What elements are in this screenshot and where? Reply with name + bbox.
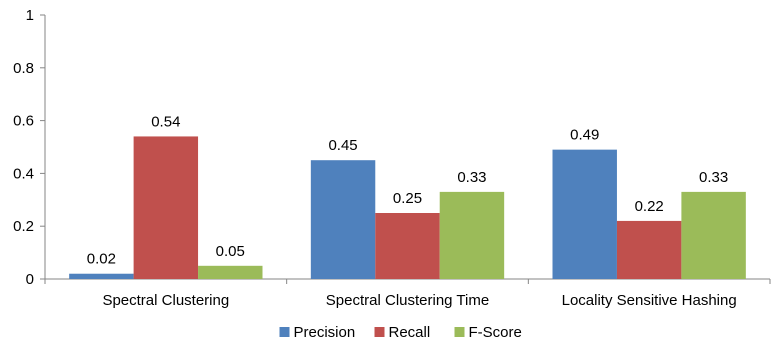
bars bbox=[69, 136, 746, 279]
legend: Precision Recall F-Score bbox=[279, 324, 522, 341]
x-axis: Spectral Clustering Spectral Clustering T… bbox=[44, 278, 771, 309]
y-tick-label: 0.4 bbox=[13, 165, 34, 182]
bar-f-score bbox=[198, 265, 263, 279]
legend-label: Recall bbox=[389, 324, 431, 341]
category-label: Locality Sensitive Hashing bbox=[562, 292, 737, 309]
data-label: 0.45 bbox=[328, 137, 357, 154]
data-label: 0.05 bbox=[216, 243, 245, 260]
bar-recall bbox=[375, 213, 440, 279]
category-label: Spectral Clustering Time bbox=[326, 292, 489, 309]
bar-precision bbox=[552, 149, 617, 279]
data-label: 0.25 bbox=[393, 190, 422, 207]
y-tick-label: 0 bbox=[26, 271, 34, 288]
y-tick-label: 0.8 bbox=[13, 60, 34, 77]
bar-precision bbox=[69, 273, 134, 279]
bar-recall bbox=[616, 220, 682, 279]
category-label: Spectral Clustering bbox=[102, 292, 229, 309]
y-tick-label: 0.6 bbox=[13, 113, 34, 130]
data-labels: 0.02 0.45 0.49 0.54 0.25 0.22 0.05 0.33 0.33 bbox=[87, 113, 728, 267]
data-label: 0.33 bbox=[699, 169, 728, 186]
bar-recall bbox=[133, 136, 199, 279]
legend-label: F-Score bbox=[469, 324, 522, 341]
y-axis: 0 0.2 0.4 0.6 0.8 1 bbox=[13, 7, 46, 288]
legend-swatch bbox=[454, 327, 465, 337]
data-label: 0.02 bbox=[87, 251, 116, 268]
y-tick-label: 0.2 bbox=[13, 218, 34, 235]
legend-label: Precision bbox=[294, 324, 356, 341]
legend-swatch bbox=[279, 327, 290, 337]
data-label: 0.54 bbox=[151, 113, 180, 130]
data-label: 0.22 bbox=[635, 198, 664, 215]
data-label: 0.33 bbox=[457, 169, 486, 186]
y-tick-label: 1 bbox=[26, 7, 34, 24]
bar-f-score bbox=[439, 191, 505, 279]
data-label: 0.49 bbox=[570, 127, 599, 144]
bar-precision bbox=[310, 160, 376, 279]
bar-f-score bbox=[681, 191, 746, 279]
legend-swatch bbox=[374, 327, 385, 337]
